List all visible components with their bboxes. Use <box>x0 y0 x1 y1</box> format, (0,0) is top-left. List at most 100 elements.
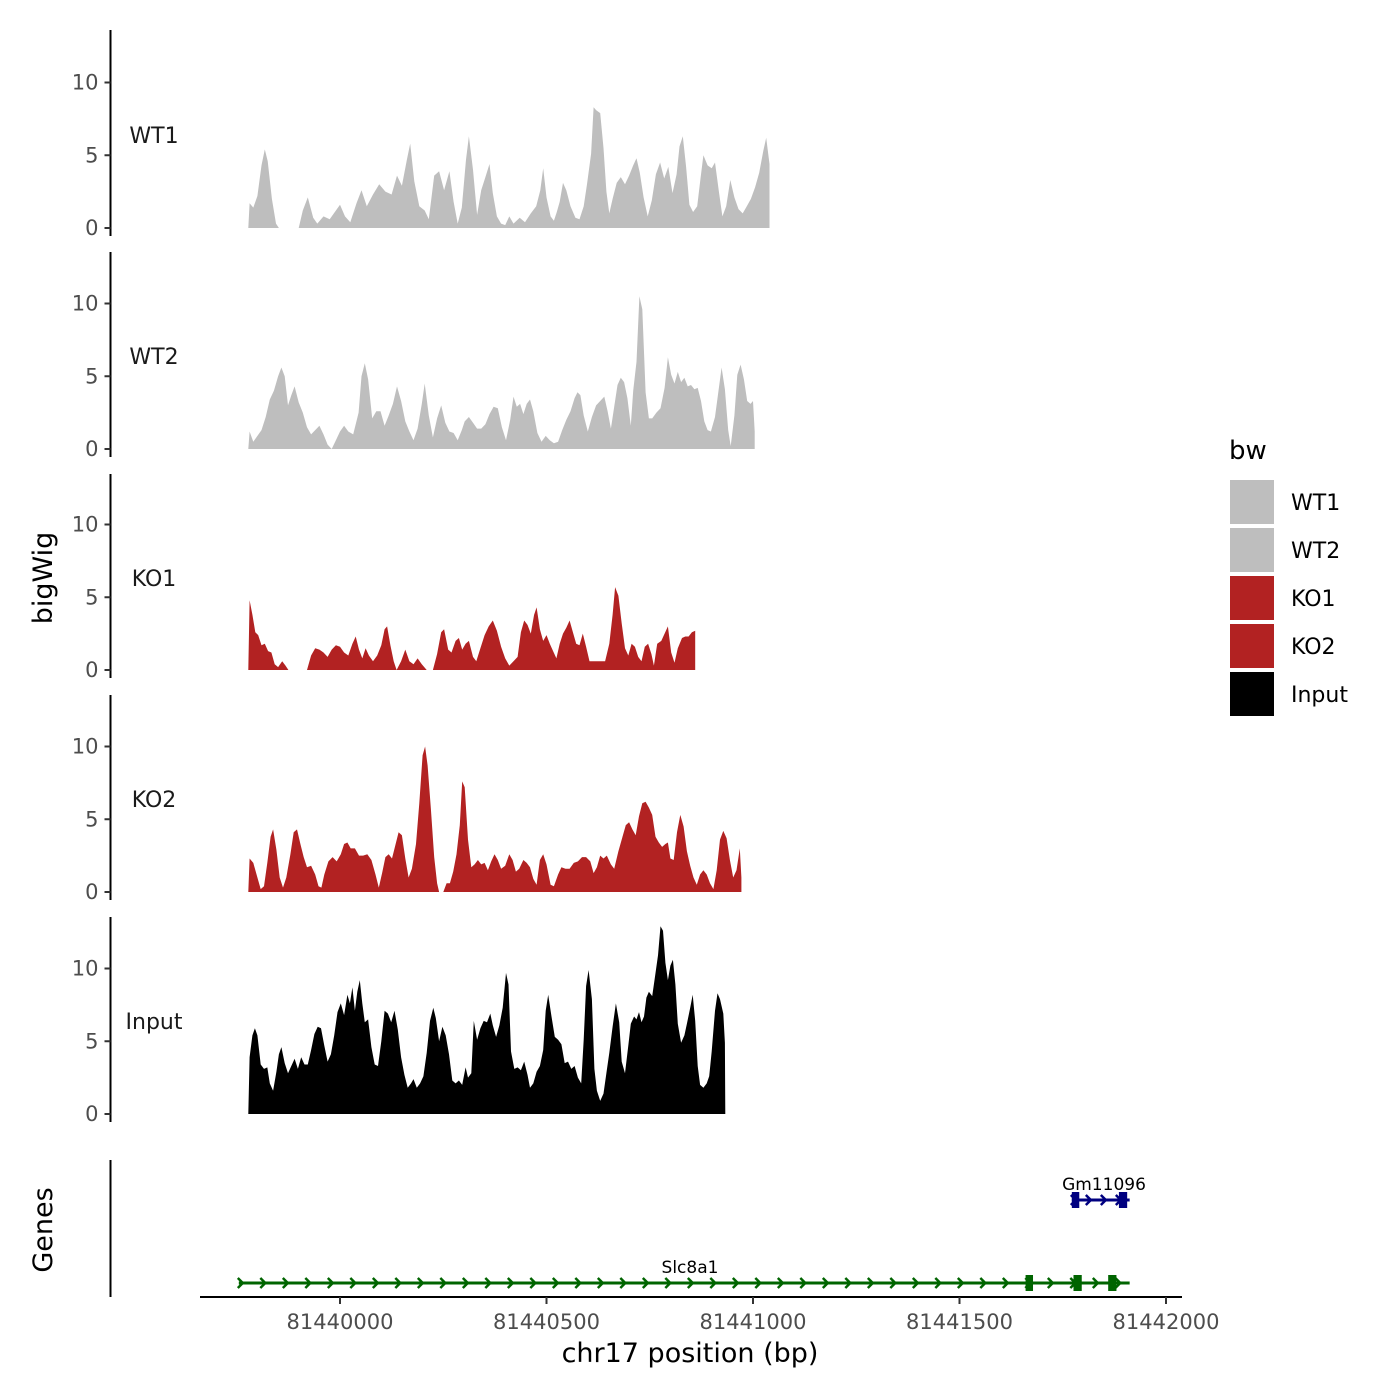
x-tick-label: 81441000 <box>700 1310 807 1334</box>
legend-title: bw <box>1229 436 1267 466</box>
track-wt2: 0 5 10 WT2 <box>72 252 755 461</box>
track-ko1: 0 5 10 KO1 <box>72 474 696 682</box>
y-tick-label: 10 <box>72 735 99 759</box>
legend-entry-ko1: KO1 <box>1230 576 1336 620</box>
strand-arrow <box>709 1277 718 1289</box>
legend-swatch <box>1230 480 1274 524</box>
gene-slc8a1: Slc8a1 <box>236 1258 1130 1291</box>
strand-arrow <box>664 1277 673 1289</box>
strand-arrow <box>619 1277 628 1289</box>
strand-arrow <box>506 1277 515 1289</box>
legend-entry-wt1: WT1 <box>1230 480 1340 524</box>
strand-arrow <box>574 1277 583 1289</box>
track-wt1: 0 5 10 WT1 <box>72 30 770 240</box>
strand-arrow <box>844 1277 853 1289</box>
coverage-area-ko1 <box>248 587 696 670</box>
x-tick-label: 81440000 <box>287 1310 394 1334</box>
legend-entry-wt2: WT2 <box>1230 528 1340 572</box>
legend: bw WT1 WT2 KO1 KO2 Input <box>1229 436 1348 716</box>
exon-block <box>1118 1192 1128 1208</box>
strand-arrow <box>416 1277 425 1289</box>
strand-arrow <box>956 1277 965 1289</box>
track-label-input: Input <box>126 1010 183 1035</box>
y-tick-label: 0 <box>85 658 98 682</box>
strand-arrow <box>371 1277 380 1289</box>
strand-arrow <box>686 1277 695 1289</box>
strand-arrow <box>529 1277 538 1289</box>
strand-arrow <box>776 1277 785 1289</box>
y-tick-label: 5 <box>85 807 98 831</box>
track-ko2: 0 5 10 KO2 <box>72 695 742 904</box>
y-tick-label: 10 <box>72 957 99 981</box>
y-tick-label: 0 <box>85 1102 98 1126</box>
y-tick-label: 5 <box>85 143 98 167</box>
y-tick-label: 10 <box>72 513 99 537</box>
gene-gm11096: Gm11096 <box>1062 1175 1146 1208</box>
gene-label-slc8a1: Slc8a1 <box>662 1258 719 1278</box>
exon-block <box>1025 1275 1034 1291</box>
exon-block <box>1108 1275 1117 1291</box>
coverage-area-wt1 <box>248 107 770 228</box>
legend-swatch <box>1230 624 1274 668</box>
y-tick-label: 0 <box>85 880 98 904</box>
strand-arrow <box>799 1277 808 1289</box>
strand-arrow <box>641 1277 650 1289</box>
x-tick-label: 81442000 <box>1113 1310 1220 1334</box>
track-label-wt2: WT2 <box>129 345 178 370</box>
legend-label: WT1 <box>1291 491 1340 516</box>
legend-swatch <box>1230 576 1274 620</box>
legend-entry-input: Input <box>1230 672 1348 716</box>
y-tick-label: 5 <box>85 1029 98 1053</box>
x-tick-label: 81441500 <box>906 1310 1013 1334</box>
strand-arrow <box>821 1277 830 1289</box>
strand-arrow <box>1001 1277 1010 1289</box>
legend-label: KO1 <box>1291 587 1336 612</box>
y-tick-label: 10 <box>72 292 99 316</box>
coverage-area-input <box>248 926 726 1114</box>
legend-label: KO2 <box>1291 635 1336 660</box>
y-tick-label: 5 <box>85 364 98 388</box>
legend-entry-ko2: KO2 <box>1230 624 1336 668</box>
coverage-tracks: 0 5 10 WT1 0 5 10 WT2 0 5 10 KO1 0 5 10 KO2 0 5 10 Input <box>72 30 770 1126</box>
y-tick-label: 10 <box>72 71 99 95</box>
strand-arrow <box>1099 1194 1108 1206</box>
strand-arrow <box>596 1277 605 1289</box>
strand-arrow <box>304 1277 313 1289</box>
strand-arrow <box>1046 1277 1055 1289</box>
strand-arrow <box>911 1277 920 1289</box>
genes-axis-title: Genes <box>28 1187 59 1272</box>
strand-arrow <box>551 1277 560 1289</box>
strand-arrow <box>1091 1277 1100 1289</box>
strand-arrow <box>1114 1277 1123 1289</box>
track-label-wt1: WT1 <box>129 124 178 149</box>
strand-arrow <box>934 1277 943 1289</box>
legend-swatch <box>1230 672 1274 716</box>
legend-label: WT2 <box>1291 539 1340 564</box>
strand-arrow <box>484 1277 493 1289</box>
strand-arrow <box>439 1277 448 1289</box>
strand-arrow <box>259 1277 268 1289</box>
strand-arrow <box>866 1277 875 1289</box>
strand-arrow <box>1084 1194 1093 1206</box>
exon-block <box>1071 1192 1080 1208</box>
strand-arrow <box>349 1277 358 1289</box>
strand-arrow <box>754 1277 763 1289</box>
track-input: 0 5 10 Input <box>72 917 726 1126</box>
exon-block <box>1073 1275 1082 1291</box>
strand-arrow <box>731 1277 740 1289</box>
strand-arrow <box>326 1277 335 1289</box>
gene-annotation-panel: Slc8a1 Gm11096 <box>109 1160 1146 1297</box>
gene-label-gm11096: Gm11096 <box>1062 1175 1146 1195</box>
y-tick-label: 0 <box>85 216 98 240</box>
track-label-ko1: KO1 <box>132 567 177 592</box>
legend-swatch <box>1230 528 1274 572</box>
x-tick-label: 81440500 <box>493 1310 600 1334</box>
y-axis-title: bigWig <box>28 532 59 625</box>
strand-arrow <box>461 1277 470 1289</box>
strand-arrow <box>394 1277 403 1289</box>
x-axis-title: chr17 position (bp) <box>562 1338 819 1369</box>
track-label-ko2: KO2 <box>132 788 177 813</box>
strand-arrow <box>889 1277 898 1289</box>
legend-label: Input <box>1291 683 1348 708</box>
